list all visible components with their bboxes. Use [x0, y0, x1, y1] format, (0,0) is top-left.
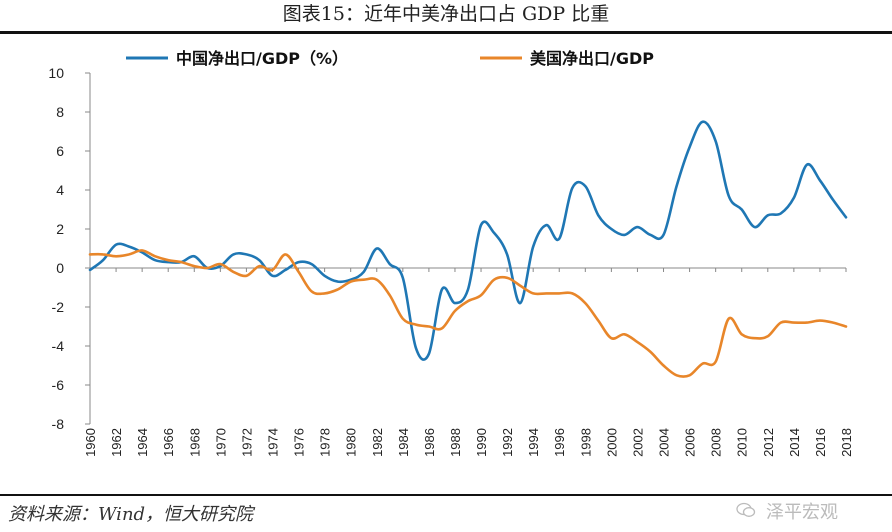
x-tick-label: 2004 [657, 428, 672, 457]
x-tick-label: 1996 [552, 428, 567, 457]
x-tick-label: 1980 [344, 428, 359, 457]
x-tick-label: 2002 [630, 428, 645, 457]
wechat-icon [736, 502, 756, 517]
legend-label-china: 中国净出口/GDP（%） [176, 49, 348, 68]
watermark: 泽平宏观 [766, 502, 838, 523]
series-line-usa [88, 249, 848, 378]
x-tick-label: 1978 [318, 428, 333, 457]
y-tick-label: 6 [56, 143, 64, 159]
x-tick-label: 1992 [500, 428, 515, 457]
x-tick-label: 1974 [265, 428, 280, 457]
line-chart: 10 8 6 4 2 0 -2 -4 -6 -8 1960 1962 1964 1966 1968 1970 1… [48, 49, 854, 457]
y-tick-label: 2 [56, 221, 64, 237]
y-tick-label: -4 [52, 338, 65, 354]
x-tick-label: 1960 [83, 428, 98, 457]
y-tick-label: 10 [48, 65, 64, 81]
y-tick-label: -8 [52, 416, 65, 432]
y-tick-label: -6 [52, 377, 65, 393]
x-tick-label: 1986 [422, 428, 437, 457]
x-tick-label: 1964 [135, 428, 150, 457]
x-tick-label: 2014 [787, 428, 802, 457]
x-tick-label: 2000 [604, 428, 619, 457]
x-tick-label: 1968 [187, 428, 202, 457]
x-tick-label: 1994 [526, 428, 541, 457]
y-tick-label: -2 [52, 299, 65, 315]
x-tick-label: 1962 [109, 428, 124, 457]
x-tick-label: 1984 [396, 428, 411, 457]
y-tick-label: 0 [56, 260, 64, 276]
x-tick-label: 1970 [213, 428, 228, 457]
top-rule [0, 31, 892, 34]
x-tick-label: 1988 [448, 428, 463, 457]
x-tick-label: 1972 [239, 428, 254, 457]
chart-series [88, 120, 848, 378]
x-tick-label: 2010 [735, 428, 750, 457]
chart-title: 图表15：近年中美净出口占 GDP 比重 [282, 3, 610, 25]
x-tick-label: 1998 [578, 428, 593, 457]
x-tick-label: 1976 [292, 428, 307, 457]
x-tick-label: 1966 [161, 428, 176, 457]
bottom-rule [0, 494, 892, 496]
x-tick-label: 2016 [813, 428, 828, 457]
x-tick-label: 2008 [709, 428, 724, 457]
x-tick-label: 2006 [683, 428, 698, 457]
series-line-china [88, 120, 848, 361]
chart-axes: 10 8 6 4 2 0 -2 -4 -6 -8 1960 1962 1964 1966 1968 1970 1… [48, 65, 854, 457]
y-tick-label: 4 [56, 182, 64, 198]
x-tick-label: 1982 [370, 428, 385, 457]
x-tick-label: 2012 [761, 428, 776, 457]
legend-label-usa: 美国净出口/GDP [530, 49, 654, 68]
y-tick-label: 8 [56, 104, 64, 120]
x-tick-label: 1990 [474, 428, 489, 457]
x-tick-label: 2018 [839, 428, 854, 457]
source-note: 资料来源：Wind，恒大研究院 [8, 504, 254, 525]
chart-legend: 中国净出口/GDP（%） 美国净出口/GDP [126, 49, 654, 68]
